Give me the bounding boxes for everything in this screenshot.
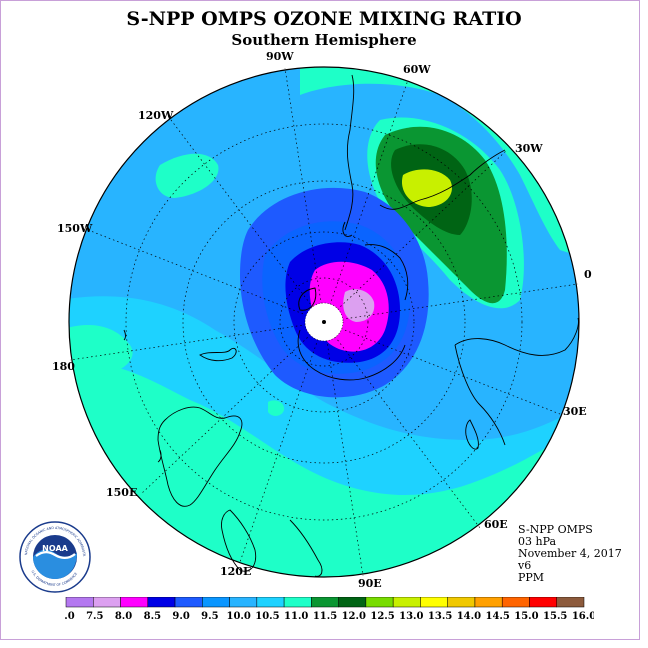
- lon-label-60w: 60W: [403, 63, 431, 76]
- colorbar-swatch: [93, 597, 121, 608]
- colorbar-label: 13.0: [399, 611, 423, 622]
- coastlines: [123, 74, 579, 577]
- colorbar-swatch: [529, 597, 557, 608]
- colorbar-label: 9.0: [172, 611, 189, 622]
- info-block: S-NPP OMPS 03 hPa November 4, 2017 v6 PP…: [518, 524, 622, 584]
- info-date: November 4, 2017: [518, 547, 622, 560]
- colorbar-label: 10.0: [226, 611, 250, 622]
- lon-label-90e: 90E: [358, 577, 382, 590]
- colorbar-swatch: [283, 597, 312, 608]
- colorbar-label: 15.5: [543, 611, 567, 622]
- colorbar-swatch: [447, 597, 476, 608]
- colorbar-label: 14.0: [457, 611, 481, 622]
- lon-label-90w: 90W: [266, 50, 294, 63]
- lon-label-180: 180: [52, 360, 75, 373]
- colorbar-swatch: [365, 597, 394, 608]
- colorbar-label: 11.0: [284, 611, 308, 622]
- lon-label-150e: 150E: [106, 486, 137, 499]
- colorbar-swatch: [311, 597, 339, 608]
- info-units: PPM: [518, 571, 545, 584]
- colorbar-label: 12.0: [342, 611, 366, 622]
- colorbar-swatch: [147, 597, 176, 608]
- map-title: S-NPP OMPS OZONE MIXING RATIO: [126, 8, 522, 30]
- lon-label-0: 0: [584, 268, 592, 281]
- colorbar-label: 11.5: [313, 611, 337, 622]
- colorbar-swatch: [420, 597, 448, 608]
- colorbar-labels: 7.0 7.5 8.0 8.5 9.0 9.5 10.0 10.5 11.0 11.5 12.0 12…: [64, 611, 594, 622]
- colorbar-swatch: [501, 597, 530, 608]
- colorbar: 7.0 7.5 8.0 8.5 9.0 9.5 10.0 10.5 11.0 11.5 12.0 12…: [64, 597, 594, 622]
- colorbar-label: 7.0: [64, 611, 75, 622]
- colorbar-label: 10.5: [255, 611, 279, 622]
- colorbar-label: 16.0: [572, 611, 594, 622]
- colorbar-swatch: [65, 597, 94, 608]
- colorbar-label: 8.5: [144, 611, 161, 622]
- colorbar-label: 8.0: [115, 611, 132, 622]
- colorbar-label: 13.5: [428, 611, 452, 622]
- lon-label-120w: 120W: [138, 109, 174, 122]
- noaa-logo: NOAA NATIONAL OCEANIC AND ATMOSPHERIC AD…: [18, 520, 91, 593]
- info-instrument: S-NPP OMPS: [518, 523, 593, 536]
- lon-label-30e: 30E: [563, 405, 587, 418]
- lon-label-150w: 150W: [57, 222, 93, 235]
- graticule: [69, 67, 579, 577]
- colorbar-swatch: [174, 597, 203, 608]
- info-version: v6: [518, 559, 532, 572]
- lon-label-120e: 120E: [220, 565, 251, 578]
- region-mid-latitude-ring: [69, 360, 579, 577]
- info-level: 03 hPa: [518, 535, 557, 548]
- south-pole-marker: [322, 320, 326, 324]
- colorbar-swatch: [474, 597, 503, 608]
- colorbar-label: 15.0: [514, 611, 538, 622]
- lon-label-60e: 60E: [484, 518, 508, 531]
- colorbar-swatch: [229, 597, 258, 608]
- map-subtitle: Southern Hemisphere: [231, 31, 417, 49]
- logo-wordmark: NOAA: [42, 544, 68, 553]
- colorbar-swatches: [65, 597, 585, 608]
- colorbar-swatch: [120, 597, 149, 608]
- lon-label-30w: 30W: [515, 142, 543, 155]
- colorbar-swatch: [556, 597, 585, 608]
- colorbar-label: 14.5: [485, 611, 509, 622]
- colorbar-swatch: [338, 597, 367, 608]
- colorbar-label: 7.5: [86, 611, 103, 622]
- colorbar-swatch: [256, 597, 285, 608]
- colorbar-label: 12.5: [370, 611, 394, 622]
- map-border: [68, 66, 580, 578]
- colorbar-label: 9.5: [201, 611, 218, 622]
- figure-frame: [0, 0, 640, 640]
- colorbar-swatch: [392, 597, 421, 608]
- colorbar-swatch: [202, 597, 230, 608]
